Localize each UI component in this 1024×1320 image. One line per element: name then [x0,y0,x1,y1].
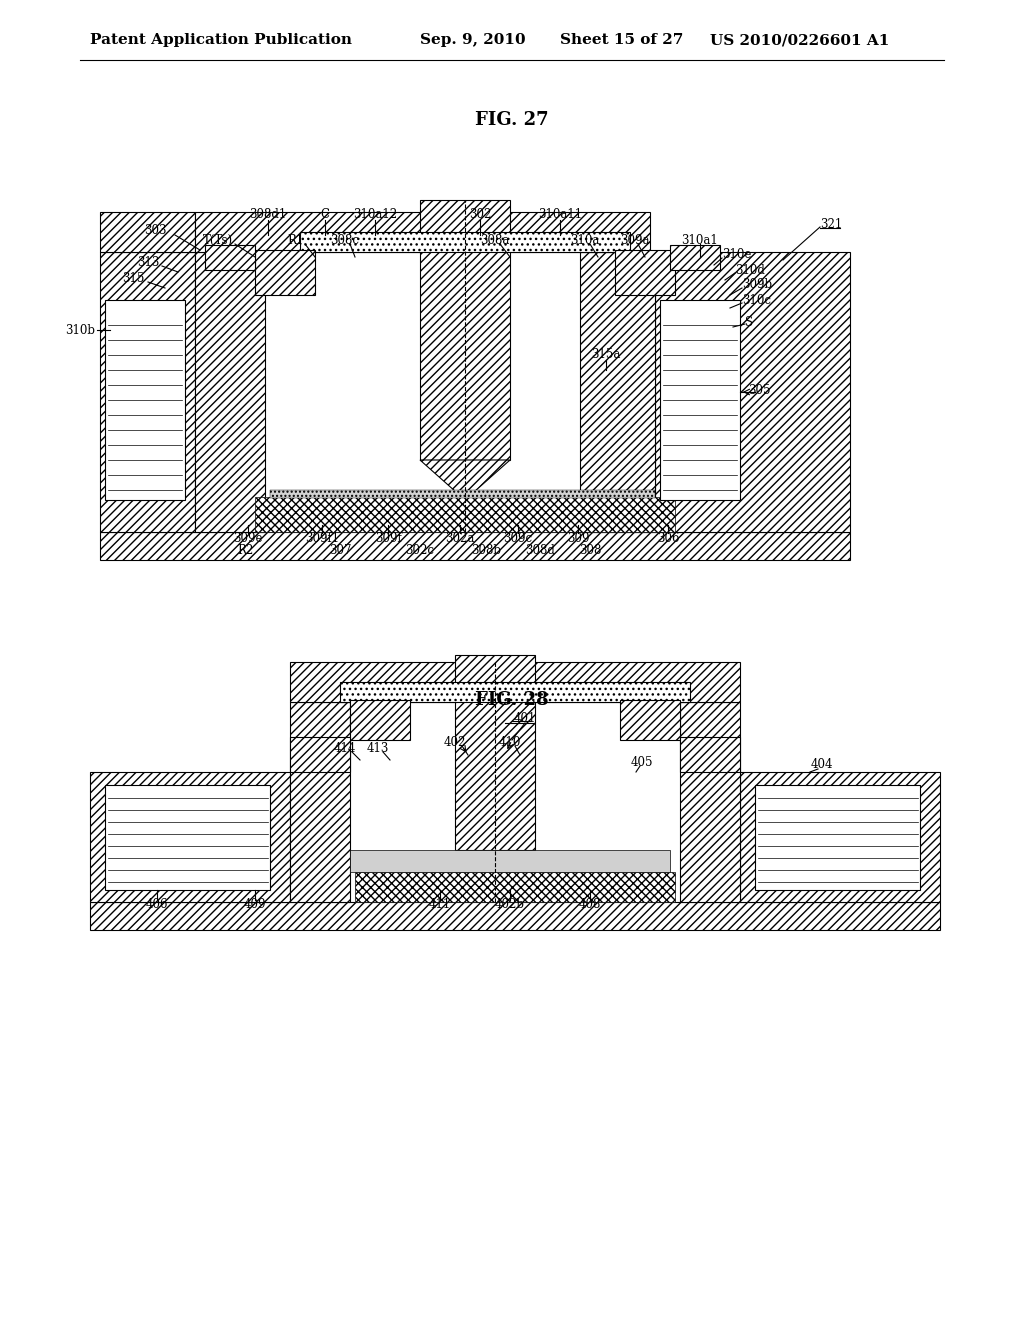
Bar [100,532,850,560]
Bar [420,201,510,459]
Bar [615,249,675,294]
Bar [100,252,195,532]
Bar [355,873,675,902]
Text: 310d: 310d [735,264,765,276]
Bar [670,246,720,271]
Text: 308: 308 [579,544,601,557]
Text: 401: 401 [514,711,537,725]
Text: 402b: 402b [495,899,525,912]
Bar [580,252,655,532]
Text: 303: 303 [143,223,166,236]
Bar [195,213,650,252]
Bar [105,785,270,890]
Bar [300,232,630,252]
Text: 310a11: 310a11 [538,209,582,222]
Bar [205,246,255,271]
Text: 402: 402 [443,735,466,748]
Text: US 2010/0226601 A1: US 2010/0226601 A1 [710,33,890,48]
Text: 310a: 310a [570,234,600,247]
Bar [255,498,675,532]
Text: 309a: 309a [621,234,650,247]
Bar [740,772,940,902]
Bar [100,213,195,252]
Text: S: S [745,315,753,329]
Text: 315a: 315a [591,348,621,362]
Text: 306: 306 [656,532,679,544]
Bar [90,902,940,931]
Text: 308b: 308b [471,544,501,557]
Bar [680,737,740,772]
Bar [90,772,290,902]
Text: 308d1: 308d1 [250,209,287,222]
Text: 308c: 308c [331,234,359,247]
Text: FIG. 27: FIG. 27 [475,111,549,129]
Bar [290,737,350,772]
Bar [195,252,265,532]
Text: 302a: 302a [445,532,475,544]
Text: 310b: 310b [65,323,95,337]
Bar [290,663,740,702]
Text: 309f: 309f [375,532,401,544]
Text: 313: 313 [137,256,159,268]
Text: 305: 305 [748,384,770,396]
Text: 310e: 310e [722,248,752,261]
Bar [620,700,680,741]
Text: 309b: 309b [742,279,772,292]
Text: 405: 405 [631,755,653,768]
Text: 309: 309 [566,532,589,544]
Text: R2: R2 [237,544,253,557]
Bar [350,850,670,873]
Text: 308a: 308a [480,234,510,247]
Text: 309f1: 309f1 [305,532,339,544]
Bar [655,252,850,532]
Text: Sheet 15 of 27: Sheet 15 of 27 [560,33,683,48]
Text: Sep. 9, 2010: Sep. 9, 2010 [420,33,525,48]
Text: 302c: 302c [406,544,434,557]
Text: 310a12: 310a12 [353,209,397,222]
Text: 411: 411 [429,899,452,912]
Text: 321: 321 [820,219,843,231]
Bar [255,249,315,294]
Text: 307: 307 [329,544,351,557]
Bar [350,700,410,741]
Bar [455,655,535,850]
Bar [340,682,690,702]
Text: Patent Application Publication: Patent Application Publication [90,33,352,48]
Bar [660,300,740,500]
Text: 404: 404 [811,759,834,771]
Bar [105,300,185,500]
Text: R1: R1 [287,234,303,247]
Text: C: C [321,209,330,222]
Text: 406: 406 [145,899,168,912]
Text: 309e: 309e [233,532,263,544]
Text: 408: 408 [579,899,601,912]
Bar [680,702,740,902]
Text: FIG. 28: FIG. 28 [475,690,549,709]
Polygon shape [420,459,510,500]
Bar [755,785,920,890]
Text: 315: 315 [122,272,144,285]
Text: T(Ts): T(Ts) [203,234,233,247]
Text: 410: 410 [499,735,521,748]
Text: 409: 409 [244,899,266,912]
Text: 310c: 310c [742,293,771,306]
Bar [290,702,350,902]
Text: 310a1: 310a1 [682,234,719,247]
Text: 302: 302 [469,209,492,222]
Text: 413: 413 [367,742,389,755]
Text: 414: 414 [334,742,356,755]
Text: 308d: 308d [525,544,555,557]
Text: 309c: 309c [504,532,532,544]
Bar [270,490,655,498]
